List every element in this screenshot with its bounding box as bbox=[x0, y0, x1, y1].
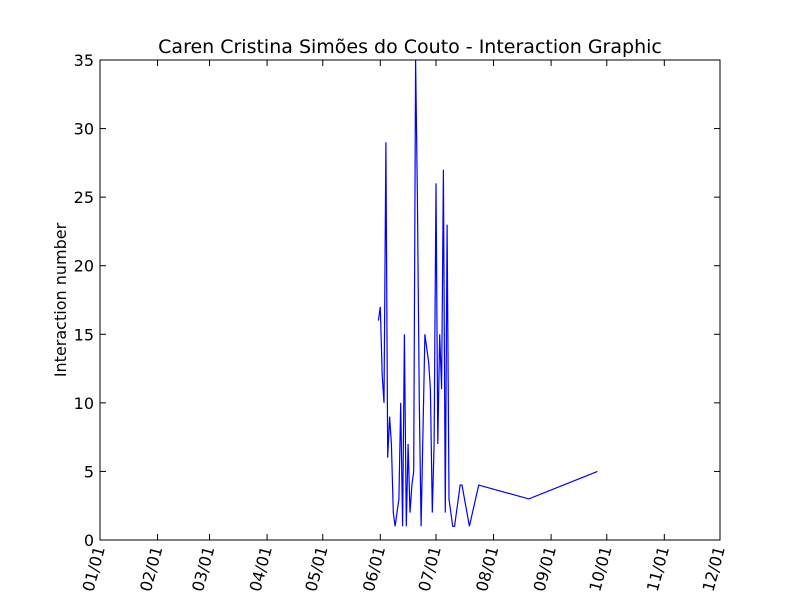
axes-frame bbox=[99, 59, 721, 541]
y-tick-label: 5 bbox=[84, 462, 94, 481]
y-tick-label: 30 bbox=[74, 120, 94, 139]
y-axis-label: Interaction number bbox=[51, 222, 70, 377]
y-tick-label: 10 bbox=[74, 394, 94, 413]
y-tick-label: 35 bbox=[74, 51, 94, 70]
chart-title: Caren Cristina Simões do Couto - Interac… bbox=[158, 36, 662, 58]
y-tick-label: 25 bbox=[74, 188, 94, 207]
y-tick-label: 20 bbox=[74, 257, 94, 276]
series-line bbox=[377, 59, 598, 527]
y-tick-label: 0 bbox=[84, 531, 94, 550]
y-tick-label: 15 bbox=[74, 325, 94, 344]
